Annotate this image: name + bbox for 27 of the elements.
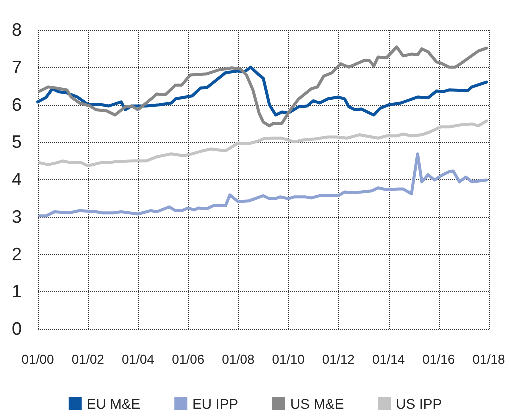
y-tick-label: 8 — [12, 20, 22, 40]
x-tick-label: 01/10 — [272, 352, 305, 367]
line-series — [38, 46, 488, 128]
y-tick-label: 1 — [12, 282, 22, 302]
y-tick-label: 4 — [12, 170, 22, 190]
legend-label: EU IPP — [192, 396, 239, 412]
legend-label: EU M&E — [86, 396, 141, 412]
x-tick-label: 01/00 — [22, 352, 54, 367]
x-tick-label: 01/12 — [322, 352, 355, 367]
y-tick-label: 6 — [12, 94, 22, 115]
line-series — [38, 152, 488, 218]
y-tick-label: 0 — [12, 319, 22, 339]
x-tick-label: 01/06 — [172, 352, 205, 367]
y-tick-label: 3 — [12, 206, 22, 227]
x-tick-label: 01/14 — [372, 352, 406, 367]
x-tick-label: 01/04 — [122, 352, 154, 367]
x-tick-label: 01/18 — [472, 352, 506, 367]
x-tick-label: 01/02 — [72, 352, 104, 367]
y-tick-label: 7 — [12, 57, 22, 78]
y-tick-label: 5 — [12, 132, 22, 152]
line-series — [36, 66, 488, 117]
line-series — [38, 120, 488, 168]
legend-label: US M&E — [290, 396, 344, 412]
y-tick-label: 2 — [12, 244, 22, 264]
legend-label: US IPP — [396, 396, 442, 412]
x-tick-label: 01/08 — [222, 352, 255, 367]
x-tick-label: 01/16 — [422, 352, 456, 367]
